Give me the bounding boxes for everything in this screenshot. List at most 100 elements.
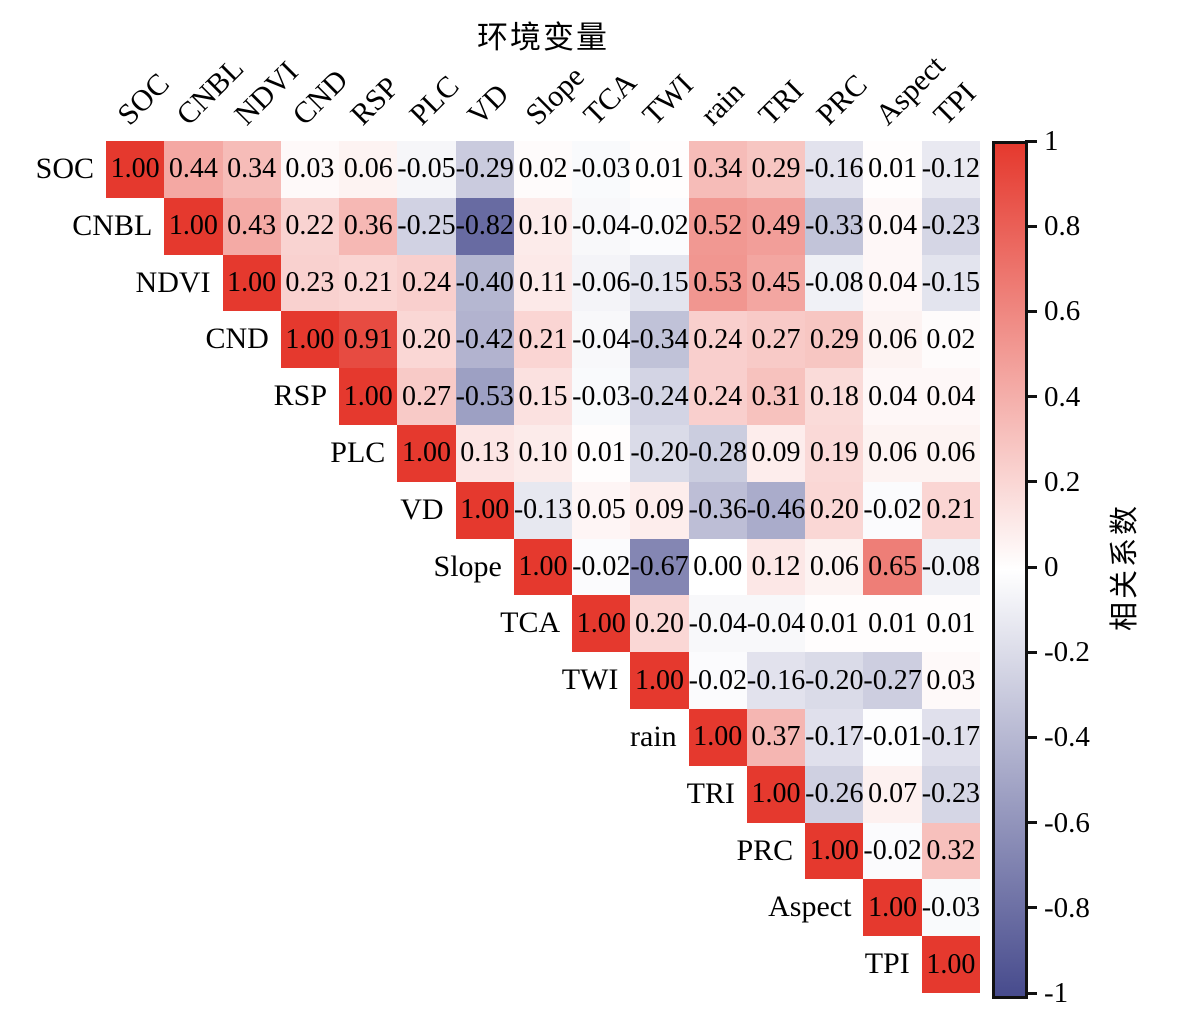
heatmap-cell: [805, 141, 864, 198]
colorbar-tick-label: 1: [1044, 125, 1059, 157]
cell-value: 0.27: [401, 380, 451, 412]
cell-value: 0.19: [809, 437, 859, 469]
colorbar-tick-label: 0.8: [1044, 210, 1081, 243]
heatmap-cell: [863, 425, 922, 482]
heatmap-cell: [630, 141, 689, 198]
cell-value: 0.04: [868, 210, 918, 242]
column-label: TWI: [635, 68, 700, 132]
colorbar-tick: [1025, 991, 1037, 995]
column-label: SOC: [111, 66, 177, 132]
heatmap-cell: [863, 709, 922, 766]
cell-value: -0.20: [805, 664, 864, 696]
colorbar-tick: [1025, 821, 1037, 825]
heatmap-cell: [572, 595, 631, 653]
heatmap-cell: [280, 254, 340, 312]
heatmap-cell: [513, 425, 573, 482]
heatmap-cell: [397, 197, 456, 255]
heatmap-cell: [746, 311, 806, 369]
cell-value: -0.82: [455, 210, 514, 242]
cell-value: 0.31: [751, 380, 801, 412]
heatmap-cell: [164, 141, 223, 198]
cell-value: -0.03: [572, 380, 631, 412]
cell-value: -0.36: [688, 494, 747, 526]
heatmap-cell: [921, 425, 980, 482]
column-label: PRC: [810, 68, 875, 132]
heatmap-cell: [630, 197, 689, 255]
heatmap-cell: [688, 197, 747, 255]
cell-value: 0.04: [868, 266, 918, 298]
cell-value: 0.00: [693, 550, 743, 582]
cell-value: -0.67: [630, 550, 689, 582]
cell-value: 0.18: [809, 380, 859, 412]
colorbar-tick-label: -0.8: [1044, 891, 1090, 924]
cell-value: -0.16: [805, 153, 864, 185]
cell-value: 0.15: [518, 380, 568, 412]
heatmap-cell: [280, 197, 340, 255]
cell-value: 0.29: [751, 153, 801, 185]
cell-value: 0.01: [809, 607, 859, 639]
cell-value: -0.01: [863, 721, 922, 753]
heatmap-cell: [513, 197, 573, 255]
heatmap-cell: [688, 709, 747, 766]
row-label: CND: [205, 322, 269, 356]
cell-value: 0.10: [518, 210, 568, 242]
cell-value: 0.03: [285, 153, 335, 185]
cell-value: 1.00: [168, 210, 218, 242]
cell-value: -0.17: [921, 721, 981, 753]
heatmap-cell: [630, 652, 689, 709]
cell-value: -0.02: [630, 210, 689, 242]
cell-value: 0.24: [401, 266, 451, 298]
heatmap-cell: [572, 368, 631, 425]
cell-value: 0.43: [227, 210, 277, 242]
heatmap-cell: [805, 197, 864, 255]
row-label: Aspect: [768, 890, 852, 924]
heatmap-cell: [688, 481, 747, 539]
row-label: RSP: [273, 379, 328, 413]
colorbar: [992, 141, 1028, 999]
heatmap-cell: [688, 368, 747, 425]
cell-value: 0.21: [518, 323, 568, 355]
cell-value: -0.02: [863, 494, 922, 526]
heatmap-cell: [513, 538, 573, 596]
heatmap-cell: [805, 538, 864, 596]
cell-value: 0.10: [518, 437, 568, 469]
heatmap-cell: [164, 197, 223, 255]
heatmap-cell: [921, 936, 980, 993]
cell-value: 0.23: [285, 266, 335, 298]
cell-value: 1.00: [401, 437, 451, 469]
cell-value: 0.01: [635, 153, 685, 185]
cell-value: 0.11: [519, 266, 567, 298]
cell-value: 0.34: [693, 153, 743, 185]
heatmap-cell: [805, 254, 864, 312]
heatmap-cell: [863, 254, 922, 312]
cell-value: 0.01: [576, 437, 626, 469]
colorbar-tick-label: -0.4: [1044, 721, 1090, 754]
heatmap-cell: [921, 709, 980, 766]
cell-value: 0.24: [693, 323, 743, 355]
heatmap-cell: [863, 879, 922, 937]
heatmap-cell: [921, 822, 980, 880]
heatmap-cell: [397, 311, 456, 369]
cell-value: 0.01: [868, 607, 918, 639]
cell-value: 0.07: [868, 778, 918, 810]
heatmap-cell: [863, 538, 922, 596]
cell-value: -0.27: [863, 664, 922, 696]
heatmap-cell: [863, 822, 922, 880]
heatmap-cell: [863, 311, 922, 369]
cell-value: -0.16: [746, 664, 806, 696]
heatmap-cell: [688, 652, 747, 709]
cell-value: -0.06: [572, 266, 631, 298]
colorbar-tick: [1025, 565, 1037, 569]
heatmap-cell: [746, 254, 806, 312]
cell-value: -0.02: [863, 834, 922, 866]
heatmap-cell: [921, 368, 980, 425]
heatmap-cell: [688, 141, 747, 198]
heatmap-cell: [397, 425, 456, 482]
heatmap-cell: [805, 652, 864, 709]
cell-value: 0.02: [926, 323, 976, 355]
cell-value: 1.00: [110, 153, 160, 185]
heatmap-cell: [339, 311, 398, 369]
cell-value: -0.17: [805, 721, 864, 753]
cell-value: 0.49: [751, 210, 801, 242]
heatmap-cell: [921, 595, 980, 653]
